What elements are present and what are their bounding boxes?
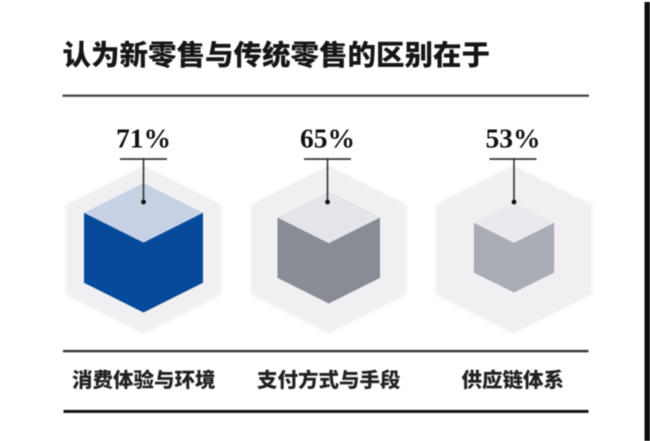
svg-text:65%: 65%	[300, 123, 355, 154]
svg-text:71%: 71%	[116, 123, 171, 154]
svg-text:53%: 53%	[486, 123, 541, 154]
